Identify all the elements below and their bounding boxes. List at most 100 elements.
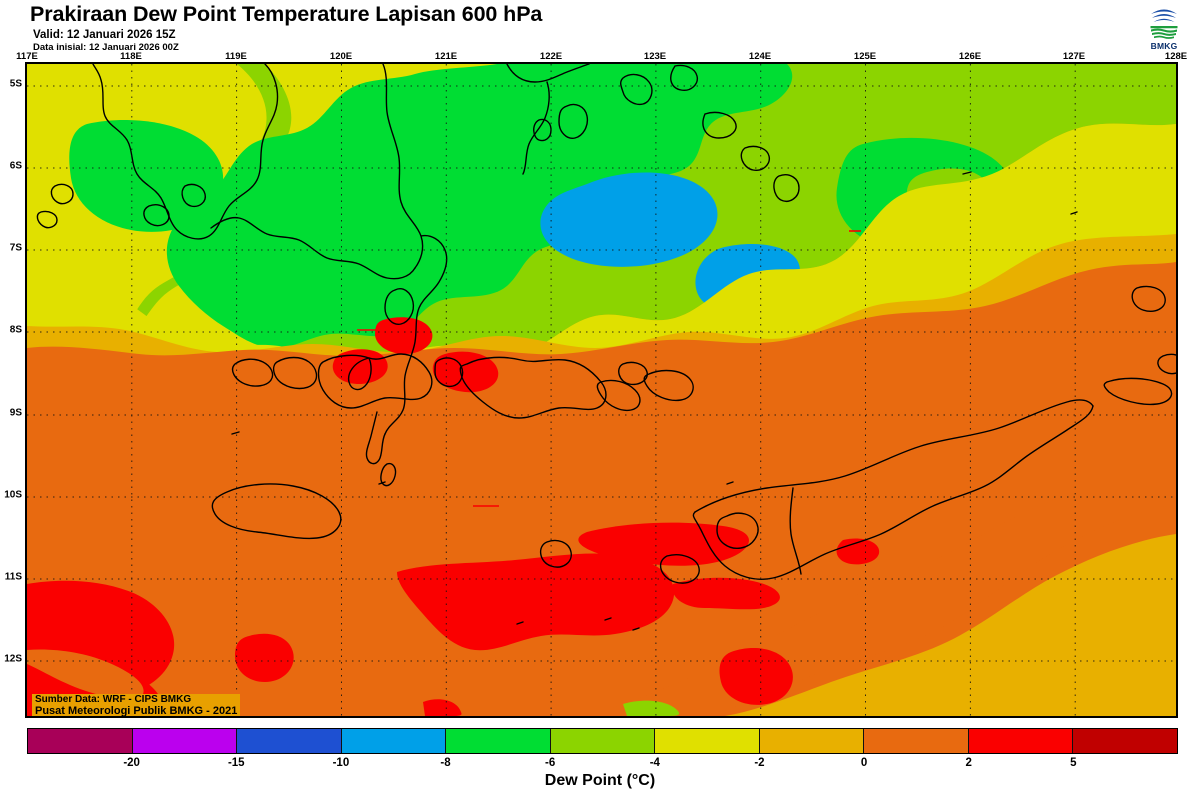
band-minus6-to-minus4-bottom bbox=[623, 700, 680, 716]
band-2-to-5-center-large bbox=[397, 553, 675, 651]
colorbar-segment-4 bbox=[446, 729, 551, 753]
coastline-sulawesi-south-tip bbox=[365, 411, 386, 465]
x-tick-119e: 119E bbox=[225, 51, 247, 62]
y-tick-10s: 10S bbox=[4, 489, 22, 501]
colorbar-tick-neg4: -4 bbox=[649, 757, 660, 769]
coastline-timor-west-bay bbox=[716, 512, 759, 549]
coastline-speck-2 bbox=[604, 617, 612, 621]
band-minus8-to-minus6-west bbox=[69, 120, 224, 232]
colorbar-tick-neg15: -15 bbox=[227, 757, 245, 769]
x-tick-126e: 126E bbox=[958, 51, 982, 62]
credit-org: Pusat Meteorologi Publik BMKG - 2021 bbox=[35, 705, 238, 718]
y-tick-6s: 6S bbox=[9, 160, 22, 172]
x-tick-118e: 118E bbox=[120, 51, 142, 62]
colorbar-tick-0: 0 bbox=[860, 757, 868, 769]
x-tick-128e: 128E bbox=[1164, 51, 1188, 62]
x-tick-127e: 127E bbox=[1062, 51, 1086, 62]
valid-time-label: Valid: 12 Januari 2026 15Z bbox=[33, 29, 176, 41]
band-minus2-to-0-se bbox=[725, 534, 1176, 716]
coastline-obi bbox=[740, 145, 770, 171]
coastline-timor-border bbox=[789, 487, 802, 575]
coastline-speck-5 bbox=[1070, 211, 1078, 215]
coastline-sumba bbox=[211, 483, 342, 540]
band-2-to-5-center-tail bbox=[672, 577, 780, 610]
x-tick-120e: 120E bbox=[329, 51, 353, 62]
coastline-flores bbox=[459, 356, 607, 419]
contour-field bbox=[27, 64, 1176, 716]
coastline-muna bbox=[533, 118, 552, 142]
coastline-speck-4 bbox=[962, 171, 972, 175]
x-tick-124e: 124E bbox=[748, 51, 772, 62]
map-gridlines bbox=[27, 64, 1176, 716]
coastline-lembata bbox=[618, 361, 648, 386]
y-tick-11s: 11S bbox=[4, 571, 22, 583]
coastline-wetar bbox=[1103, 377, 1173, 406]
band-2-to-5-lombok-patch bbox=[332, 349, 388, 384]
coastline-sumbawa-bay bbox=[347, 357, 372, 391]
coastline-komodo bbox=[434, 357, 464, 388]
coastline-alor-small bbox=[1131, 285, 1166, 312]
coastline-sulawesi-se-arm bbox=[522, 81, 550, 175]
header: Prakiraan Dew Point Temperature Lapisan … bbox=[0, 0, 1200, 62]
coastline-sulawesi-bay bbox=[384, 288, 415, 325]
colorbar-segment-2 bbox=[237, 729, 342, 753]
x-tick-125e: 125E bbox=[853, 51, 877, 62]
band-2-to-5-mid-dot bbox=[235, 633, 294, 682]
coastline-speck-8 bbox=[378, 481, 386, 485]
band-minus8-to-minus6-main bbox=[166, 64, 793, 348]
band-2-to-5-sumbawa-patch bbox=[432, 351, 499, 393]
page-title: Prakiraan Dew Point Temperature Lapisan … bbox=[30, 2, 543, 26]
colorbar-segment-9 bbox=[968, 729, 1074, 753]
bmkg-logo-label: BMKG bbox=[1150, 41, 1178, 51]
y-tick-5s: 5S bbox=[9, 78, 22, 90]
coastline-sabu bbox=[540, 539, 572, 568]
coastline-laut-jawa-small1 bbox=[50, 183, 74, 205]
colorbar-segment-1 bbox=[132, 729, 238, 753]
x-tick-121e: 121E bbox=[434, 51, 458, 62]
band-2-to-5-small-bottom bbox=[423, 699, 462, 716]
coastline-laut-jawa-small2 bbox=[36, 210, 58, 229]
colorbar-tick-neg2: -2 bbox=[754, 757, 765, 769]
coastline-sulawesi-west bbox=[382, 64, 424, 269]
coastline-sumbawa bbox=[317, 353, 433, 409]
coastline-speck-7 bbox=[231, 431, 240, 435]
coastline-buru-small bbox=[773, 174, 800, 202]
coastline-kalimantan bbox=[92, 64, 279, 240]
colorbar-segment-0 bbox=[28, 729, 133, 753]
map-plot-area: Sumber Data: WRF - CIPS BMKG Pusat Meteo… bbox=[25, 62, 1178, 718]
x-tick-122e: 122E bbox=[539, 51, 563, 62]
x-tick-123e: 123E bbox=[643, 51, 667, 62]
coastline-kalimantan-inlet2 bbox=[143, 204, 170, 227]
colorbar-tick-neg6: -6 bbox=[545, 757, 556, 769]
x-tick-117e: 117E bbox=[16, 51, 38, 62]
credit-source: Sumber Data: WRF - CIPS BMKG bbox=[35, 694, 192, 705]
coastline-timor-south bbox=[692, 405, 1094, 580]
bmkg-logo: BMKG bbox=[1142, 3, 1186, 55]
coastline-alor bbox=[643, 369, 694, 402]
coastline-timor-north bbox=[694, 399, 1094, 513]
coastline-speck-3 bbox=[632, 627, 640, 631]
coastline-flores-east bbox=[596, 379, 641, 412]
contour-bands bbox=[27, 64, 1176, 716]
colorbar-tick-neg8: -8 bbox=[440, 757, 451, 769]
colorbar-tick-neg10: -10 bbox=[332, 757, 350, 769]
band-2-to-5-small-round bbox=[719, 648, 793, 705]
bmkg-logo-icon bbox=[1150, 4, 1178, 40]
coastline-sulawesi-southwest bbox=[210, 216, 416, 280]
band-2-to-5-sw-stripe bbox=[27, 649, 144, 700]
y-tick-9s: 9S bbox=[9, 407, 22, 419]
colorbar-tick-neg20: -20 bbox=[123, 757, 140, 769]
coastline-kalimantan-inlet bbox=[181, 183, 206, 208]
coastline-speck-1 bbox=[516, 621, 524, 625]
colorbar-tick-2: 2 bbox=[965, 757, 972, 769]
coastline-sula bbox=[620, 73, 653, 106]
coastline-sulawesi-southeast bbox=[506, 64, 590, 83]
band-minus6-to-minus4-ne-top bbox=[1025, 64, 1087, 85]
colorbar-segment-5 bbox=[550, 729, 656, 753]
band-minus10-to-minus8-core1 bbox=[540, 172, 718, 267]
coastline-banggai bbox=[670, 64, 698, 91]
colorbar-segment-10 bbox=[1073, 729, 1178, 753]
colorbar-segment-3 bbox=[341, 729, 447, 753]
initial-data-label: Data inisial: 12 Januari 2026 00Z bbox=[33, 42, 179, 53]
